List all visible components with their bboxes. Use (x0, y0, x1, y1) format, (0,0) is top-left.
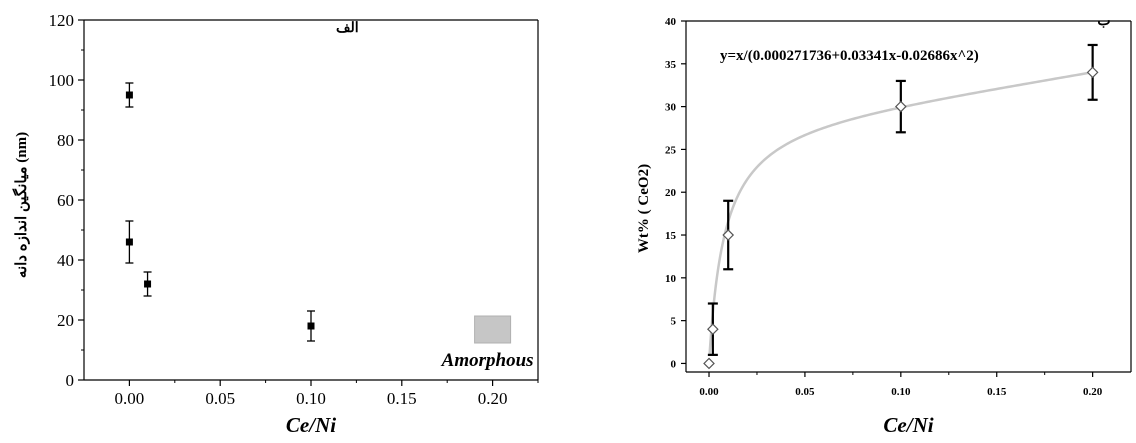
y-tick-label: 15 (665, 230, 677, 242)
panel-label: الف (336, 21, 359, 36)
x-tick-label: 0.00 (115, 389, 145, 408)
panel-label: ب (1097, 14, 1110, 29)
y-tick-label: 35 (665, 59, 677, 71)
square-marker (144, 280, 152, 288)
y-tick-label: 120 (49, 11, 75, 30)
x-tick-label: 0.20 (478, 389, 508, 408)
fit-equation: y=x/(0.000271736+0.03341x-0.02686x^2) (720, 48, 979, 64)
x-tick-labels: 0.00 0.05 0.10 0.15 0.20 (699, 386, 1102, 398)
x-tick-label: 0.00 (699, 386, 719, 398)
data-point (143, 271, 152, 297)
x-axis-label: Ce/Ni (883, 413, 933, 437)
y-tick-label: 0 (66, 371, 75, 390)
y-tick-labels: 0 5 10 15 20 25 30 35 40 (665, 16, 677, 370)
data-point (707, 302, 719, 356)
x-tick-labels: 0.00 0.05 0.10 0.15 0.20 (115, 389, 508, 408)
data-point (703, 357, 715, 370)
y-tick-label: 40 (665, 16, 677, 28)
y-tick-label: 60 (57, 191, 74, 210)
diamond-marker (1086, 66, 1099, 79)
y-tick-labels: 0 20 40 60 80 100 120 (49, 11, 75, 390)
square-marker (125, 91, 133, 99)
data-point (1086, 43, 1099, 101)
y-tick-label: 20 (57, 311, 74, 330)
square-marker (125, 238, 133, 246)
data-point (125, 82, 134, 108)
y-tick-label: 80 (57, 131, 74, 150)
diamond-marker (707, 323, 719, 336)
y-tick-label: 30 (665, 102, 677, 114)
y-axis-label: میانگین اندازه دانه (nm) (12, 132, 30, 278)
data-points (703, 43, 1099, 370)
y-tick-label: 10 (665, 273, 677, 285)
data-point (722, 199, 735, 271)
y-tick-label: 0 (671, 358, 677, 370)
y-axis-label: Wt% ( CeO2) (636, 164, 652, 253)
x-tick-label: 0.10 (891, 386, 911, 398)
x-tick-label: 0.05 (795, 386, 815, 398)
data-point (125, 220, 134, 264)
amorphous-marker (474, 315, 512, 344)
data-point (894, 79, 907, 134)
data-points (125, 82, 315, 342)
diamond-marker (703, 357, 715, 370)
chart-left: 0.00 0.05 0.10 0.15 0.20 0 20 40 60 80 100 120 Amo… (12, 11, 539, 437)
x-tick-label: 0.10 (296, 389, 326, 408)
amorphous-label: Amorphous (441, 350, 534, 371)
data-point (307, 310, 315, 342)
y-tick-label: 40 (57, 251, 74, 270)
y-tick-label: 25 (665, 144, 677, 156)
diamond-marker (894, 100, 907, 113)
y-tick-label: 5 (671, 316, 677, 328)
x-tick-label: 0.05 (205, 389, 235, 408)
diamond-marker (722, 229, 735, 241)
y-tick-label: 100 (49, 71, 75, 90)
x-tick-label: 0.20 (1083, 386, 1103, 398)
tick-marks (681, 20, 1094, 377)
tick-marks (78, 19, 539, 386)
x-tick-label: 0.15 (387, 389, 417, 408)
y-tick-label: 20 (665, 187, 677, 199)
x-tick-label: 0.15 (987, 386, 1007, 398)
square-marker (307, 322, 315, 330)
chart-right: 0.00 0.05 0.10 0.15 0.20 0 5 10 15 20 25 30 35 40 y=… (636, 14, 1132, 437)
x-axis-label: Ce/Ni (286, 413, 336, 437)
